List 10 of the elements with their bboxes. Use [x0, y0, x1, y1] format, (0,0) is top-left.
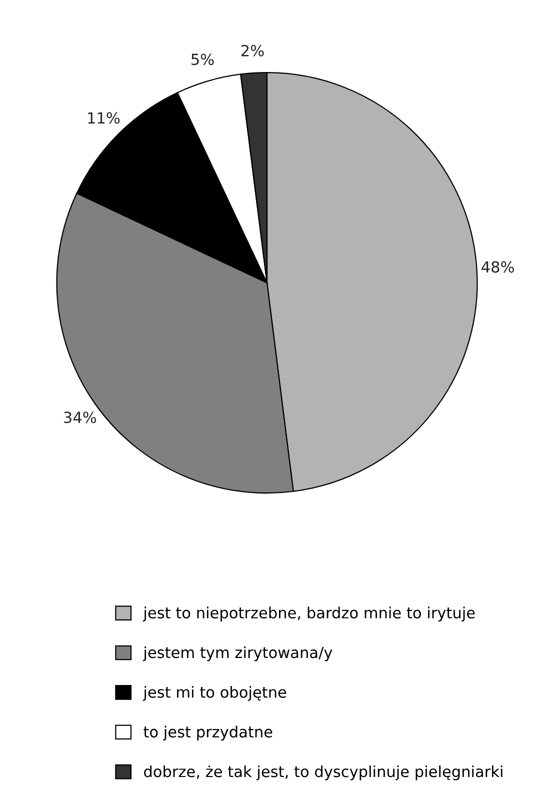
- data-label: 34%: [64, 412, 96, 424]
- legend-label: jestem tym zirytowana/y: [142, 646, 332, 662]
- legend-label: jest mi to obojętne: [142, 686, 286, 701]
- legend-label: dobrze, że tak jest, to dyscyplinuje pielęgniarki: [144, 765, 502, 780]
- data-label: 2%: [241, 44, 264, 56]
- data-label: 5%: [192, 54, 214, 66]
- legend-label: jest to niepotrzebne, bardzo mnie to irytuje: [142, 606, 475, 622]
- data-label: 48%: [482, 261, 514, 273]
- data-label: 11%: [88, 112, 120, 124]
- legend-label: to jest przydatne: [144, 726, 272, 741]
